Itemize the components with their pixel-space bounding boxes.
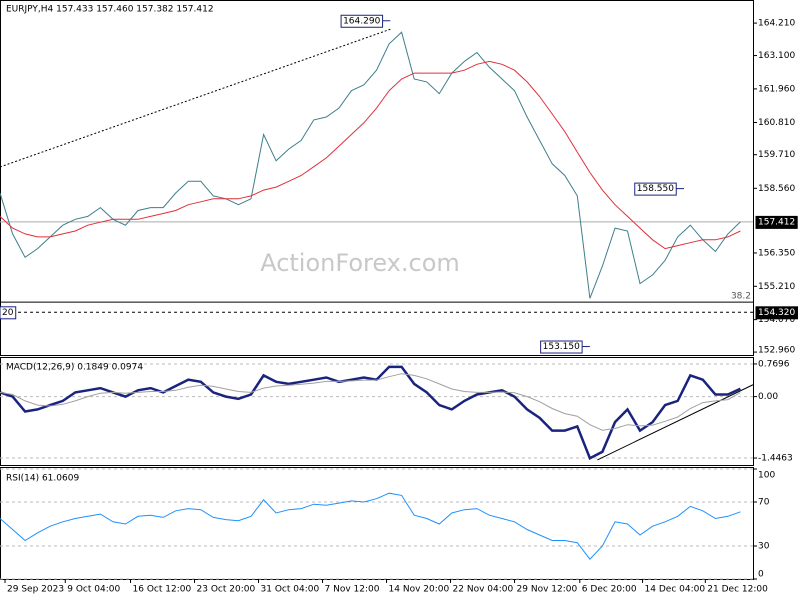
y-tick-label: 154.070 xyxy=(758,315,795,325)
y-tick-label: 163.100 xyxy=(758,51,795,61)
x-tick-label: 29 Nov 12:00 xyxy=(517,585,578,595)
x-tick-label: 16 Oct 12:00 xyxy=(133,585,192,595)
price-label: 164.290 xyxy=(343,16,380,26)
rsi-panel xyxy=(0,467,754,580)
x-tick-label: 6 Dec 20:00 xyxy=(582,585,637,595)
y-tick-label: 70 xyxy=(758,498,770,508)
x-tick-label: 29 Sep 2023 xyxy=(7,585,64,595)
y-tick-label: 152.960 xyxy=(758,346,795,356)
panel-title: EURJPY,H4 157.433 157.460 157.382 157.41… xyxy=(6,5,214,15)
y-tick-label: 161.960 xyxy=(758,84,795,94)
x-tick-label: 14 Dec 04:00 xyxy=(645,585,706,595)
fib-label: 38.2 xyxy=(731,292,751,302)
x-tick-label: 31 Oct 04:00 xyxy=(261,585,320,595)
left-tag: 20 xyxy=(2,308,14,318)
price-tag-box xyxy=(755,306,798,320)
price-panel xyxy=(0,0,754,356)
price-label: 153.150 xyxy=(543,342,580,352)
y-tick-label: 0 xyxy=(758,570,764,580)
watermark: ActionForex.com xyxy=(260,249,460,277)
left-tag-box xyxy=(0,306,17,320)
price-label-box xyxy=(340,14,384,28)
trendline xyxy=(597,384,754,461)
series-line xyxy=(0,365,741,460)
x-tick-label: 22 Nov 04:00 xyxy=(453,585,514,595)
price-tag-box xyxy=(755,215,798,229)
y-tick-label: 156.350 xyxy=(758,248,795,258)
y-tick-label: 159.710 xyxy=(758,150,795,160)
trendline xyxy=(0,28,391,168)
series-line xyxy=(0,31,741,299)
macd-panel xyxy=(0,357,754,466)
y-tick-label: 0.00 xyxy=(758,392,778,402)
y-tick-label: 155.210 xyxy=(758,282,795,292)
price-label: 158.550 xyxy=(637,184,674,194)
x-tick-label: 14 Nov 20:00 xyxy=(389,585,450,595)
price-label-box xyxy=(540,340,583,354)
x-tick-label: 21 Dec 12:00 xyxy=(707,585,768,595)
y-tick-label: 0.7696 xyxy=(758,360,790,370)
panel-title: RSI(14) 61.0609 xyxy=(6,474,79,484)
panel-title: MACD(12,26,9) 0.1849 0.0974 xyxy=(6,363,143,373)
x-tick-label: 7 Nov 12:00 xyxy=(325,585,380,595)
series-line xyxy=(0,60,741,250)
x-tick-label: 9 Oct 04:00 xyxy=(67,585,120,595)
y-tick-label: 158.560 xyxy=(758,184,795,194)
price-tag: 157.412 xyxy=(758,217,795,227)
x-tick-label: 23 Oct 20:00 xyxy=(197,585,256,595)
y-tick-label: 164.210 xyxy=(758,19,795,29)
price-label-box xyxy=(634,182,677,196)
y-tick-label: 100 xyxy=(758,471,775,481)
price-tag: 154.320 xyxy=(758,308,795,318)
y-tick-label: 30 xyxy=(758,542,770,552)
y-tick-label: 160.810 xyxy=(758,118,795,128)
series-line xyxy=(0,492,741,560)
y-tick-label: -1.4463 xyxy=(758,454,793,464)
series-line xyxy=(0,373,741,431)
